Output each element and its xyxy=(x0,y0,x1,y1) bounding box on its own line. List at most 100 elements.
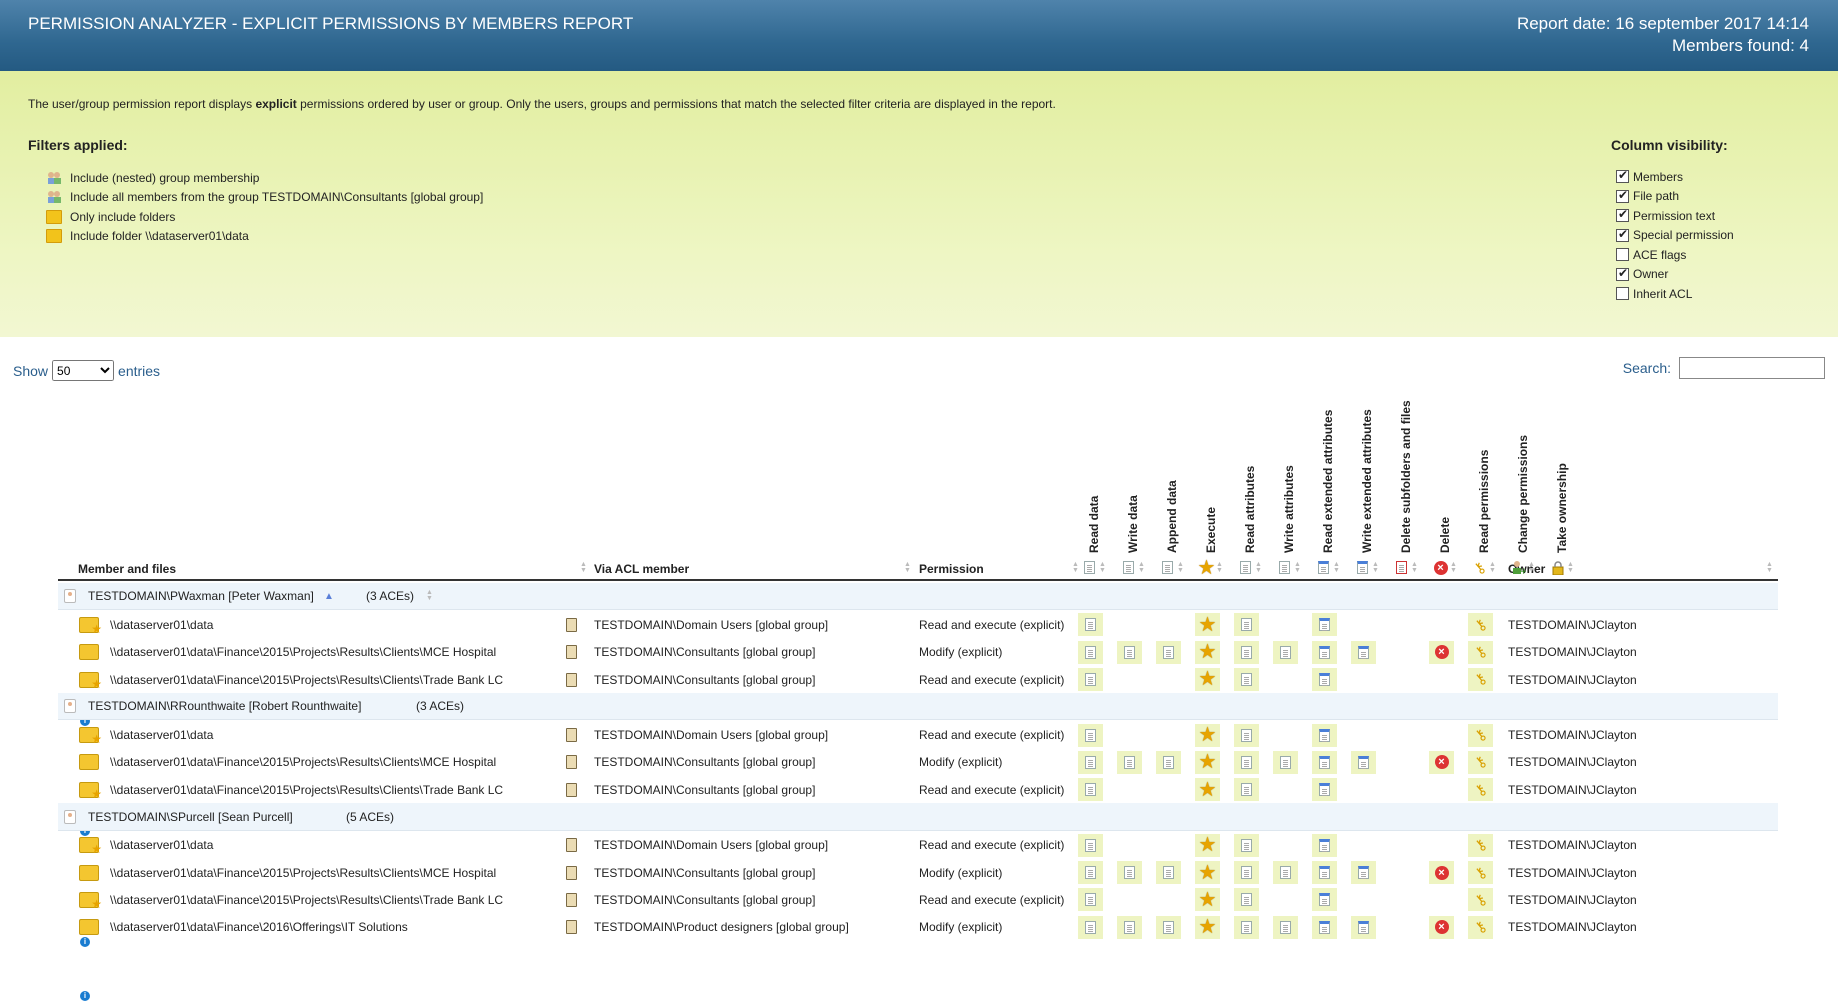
clipboard-icon xyxy=(566,776,577,803)
column-checkbox[interactable] xyxy=(1616,188,1629,203)
write-attributes-icon xyxy=(1273,861,1298,884)
perm-column-header[interactable]: Execute xyxy=(1200,393,1220,553)
table-row[interactable]: ★ \\dataserver01\data TESTDOMAIN\Domain Us… xyxy=(58,611,1778,638)
sort-icon[interactable]: ▲ ▼ xyxy=(426,589,433,603)
file-path[interactable]: \\dataserver01\data\Finance\2015\Project… xyxy=(110,892,504,907)
perm-column-header[interactable]: Write extended attributes xyxy=(1356,393,1376,553)
perm-column-header[interactable]: Read extended attributes xyxy=(1317,393,1337,553)
owner: TESTDOMAIN\JClayton xyxy=(1508,728,1637,743)
perm-column-label: Delete subfolders and files xyxy=(1399,400,1413,553)
write-attributes-icon xyxy=(1273,750,1298,774)
column-header-member[interactable]: Member and files xyxy=(78,562,177,576)
perm-column-header[interactable]: Read permissions xyxy=(1473,393,1493,553)
table-row[interactable]: i \\dataserver01\data\Finance\2015\Projec… xyxy=(58,639,1778,727)
column-header-via[interactable]: Via ACL member xyxy=(594,562,690,576)
perm-column-header[interactable]: Change permissions xyxy=(1512,393,1532,553)
perm-column-header[interactable]: Write attributes xyxy=(1278,393,1298,553)
perm-column-header[interactable]: Read attributes xyxy=(1239,393,1259,553)
sort-icon[interactable]: ▲ ▼ xyxy=(904,561,911,574)
sort-icon[interactable]: ▲ ▼ xyxy=(1072,561,1079,574)
via-acl-member: TESTDOMAIN\Consultants [global group] xyxy=(594,782,816,797)
column-checkbox[interactable] xyxy=(1616,266,1629,281)
table-row[interactable]: ★ \\dataserver01\data\Finance\2015\Projec… xyxy=(58,666,1778,693)
table-row[interactable]: ★ \\dataserver01\data TESTDOMAIN\Domain Us… xyxy=(58,722,1778,749)
user-icon xyxy=(64,803,76,829)
perm-column-header[interactable]: Append data xyxy=(1161,393,1181,553)
sort-icon[interactable]: ▲ ▼ xyxy=(1567,561,1574,574)
file-path[interactable]: \\dataserver01\data\Finance\2015\Project… xyxy=(110,865,497,880)
file-path[interactable]: \\dataserver01\data xyxy=(110,617,214,632)
table-row[interactable]: ★ \\dataserver01\data\Finance\2015\Projec… xyxy=(58,886,1778,913)
key-icon: ⚷ xyxy=(1468,750,1493,774)
file-path[interactable]: \\dataserver01\data\Finance\2015\Project… xyxy=(110,755,497,770)
sort-icon[interactable]: ▲ ▼ xyxy=(1255,561,1262,574)
sort-icon[interactable]: ▲ ▼ xyxy=(1372,561,1379,574)
user-icon xyxy=(64,583,76,609)
folder-icon: ★ xyxy=(79,666,102,693)
sort-icon[interactable]: ▲ ▼ xyxy=(1177,561,1184,574)
sort-icon[interactable]: ▲ ▼ xyxy=(1138,561,1145,574)
folder-icon: i xyxy=(79,859,99,947)
member-group-row[interactable]: TESTDOMAIN\RRounthwaite [Robert Rounthwa… xyxy=(58,693,1778,721)
sort-icon[interactable]: ▲ ▼ xyxy=(1450,561,1457,574)
column-visibility-item[interactable]: Permission text xyxy=(1616,206,1734,226)
perm-column-header[interactable]: Delete subfolders and files xyxy=(1395,393,1415,553)
column-checkbox[interactable] xyxy=(1616,207,1629,223)
table-row[interactable]: i \\dataserver01\data\Finance\2016\Offeri… xyxy=(58,914,1778,1001)
write-attributes-icon xyxy=(1273,915,1298,939)
ace-count: (5 ACEs) xyxy=(346,809,395,824)
column-visibility-item[interactable]: ACE flags xyxy=(1616,245,1734,265)
entries-select[interactable]: 50 xyxy=(52,360,115,381)
member-group-row[interactable]: TESTDOMAIN\SPurcell [Sean Purcell] (5 ACE… xyxy=(58,803,1778,831)
read-extended-attributes-icon xyxy=(1312,640,1337,664)
permission-text: Read and execute (explicit) xyxy=(919,838,1065,853)
column-visibility-item[interactable]: File path xyxy=(1616,187,1734,207)
perm-column-header[interactable]: Write data xyxy=(1122,393,1142,553)
column-visibility-item[interactable]: Special permission xyxy=(1616,226,1734,246)
sort-icon[interactable]: ▲ ▼ xyxy=(1766,561,1773,574)
via-acl-member: TESTDOMAIN\Product designers [global gro… xyxy=(594,920,849,935)
file-path[interactable]: \\dataserver01\data\Finance\2016\Offerin… xyxy=(110,920,408,935)
sort-icon[interactable]: ▲ ▼ xyxy=(1294,561,1301,574)
sort-icon[interactable]: ▲ ▼ xyxy=(1411,561,1418,574)
sort-icon[interactable]: ▲ ▼ xyxy=(1489,561,1496,574)
report-date: Report date: 16 september 2017 14:14 xyxy=(1516,14,1809,33)
table-row[interactable]: i \\dataserver01\data\Finance\2015\Projec… xyxy=(58,749,1778,837)
column-checkbox[interactable] xyxy=(1616,168,1629,184)
column-checkbox[interactable] xyxy=(1616,248,1629,262)
column-visibility-label: File path xyxy=(1633,189,1680,204)
sort-icon[interactable]: ▲ ▼ xyxy=(1333,561,1340,574)
column-visibility-item[interactable]: Owner xyxy=(1616,265,1734,285)
perm-column-header[interactable]: Read data xyxy=(1083,393,1103,553)
file-path[interactable]: \\dataserver01\data\Finance\2015\Project… xyxy=(110,645,497,660)
sort-asc-icon[interactable]: ▲ xyxy=(324,590,334,602)
member-group-row[interactable]: TESTDOMAIN\PWaxman [Peter Waxman] (3 ACEs… xyxy=(58,583,1778,611)
search-input[interactable] xyxy=(1679,357,1825,379)
delete-subfolders-icon xyxy=(1394,560,1409,575)
column-checkbox[interactable] xyxy=(1616,227,1629,242)
sort-icon[interactable]: ▲ ▼ xyxy=(580,561,587,574)
column-visibility-label: Special permission xyxy=(1633,228,1734,243)
perm-column-label: Take ownership xyxy=(1555,463,1569,553)
column-header-permission[interactable]: Permission xyxy=(919,562,984,576)
file-path[interactable]: \\dataserver01\data\Finance\2015\Project… xyxy=(110,672,504,687)
read-data-icon xyxy=(1082,560,1097,575)
column-checkbox[interactable] xyxy=(1616,287,1629,301)
column-visibility-item[interactable]: Members xyxy=(1616,167,1734,187)
table-row[interactable]: ★ \\dataserver01\data TESTDOMAIN\Domain Us… xyxy=(58,832,1778,859)
read-data-icon xyxy=(1078,750,1103,774)
file-path[interactable]: \\dataserver01\data xyxy=(110,728,214,743)
file-path[interactable]: \\dataserver01\data xyxy=(110,838,214,853)
sort-icon[interactable]: ▲ ▼ xyxy=(1528,561,1535,574)
permissions-table: Member and files ▲ ▼ Via ACL member ▲ ▼ Pe… xyxy=(58,393,1778,1001)
perm-column-header[interactable]: Delete xyxy=(1434,393,1454,553)
table-row[interactable]: ★ \\dataserver01\data\Finance\2015\Projec… xyxy=(58,776,1778,803)
filter-item: Include folder \\dataserver01\data xyxy=(46,227,483,247)
file-path[interactable]: \\dataserver01\data\Finance\2015\Project… xyxy=(110,782,504,797)
column-visibility-label: Permission text xyxy=(1633,208,1716,223)
table-row[interactable]: i \\dataserver01\data\Finance\2015\Projec… xyxy=(58,859,1778,947)
perm-column-header[interactable]: Take ownership xyxy=(1551,393,1571,553)
sort-icon[interactable]: ▲ ▼ xyxy=(1099,561,1106,574)
column-visibility-item[interactable]: Inherit ACL xyxy=(1616,284,1734,304)
sort-icon[interactable]: ▲ ▼ xyxy=(1216,561,1223,574)
